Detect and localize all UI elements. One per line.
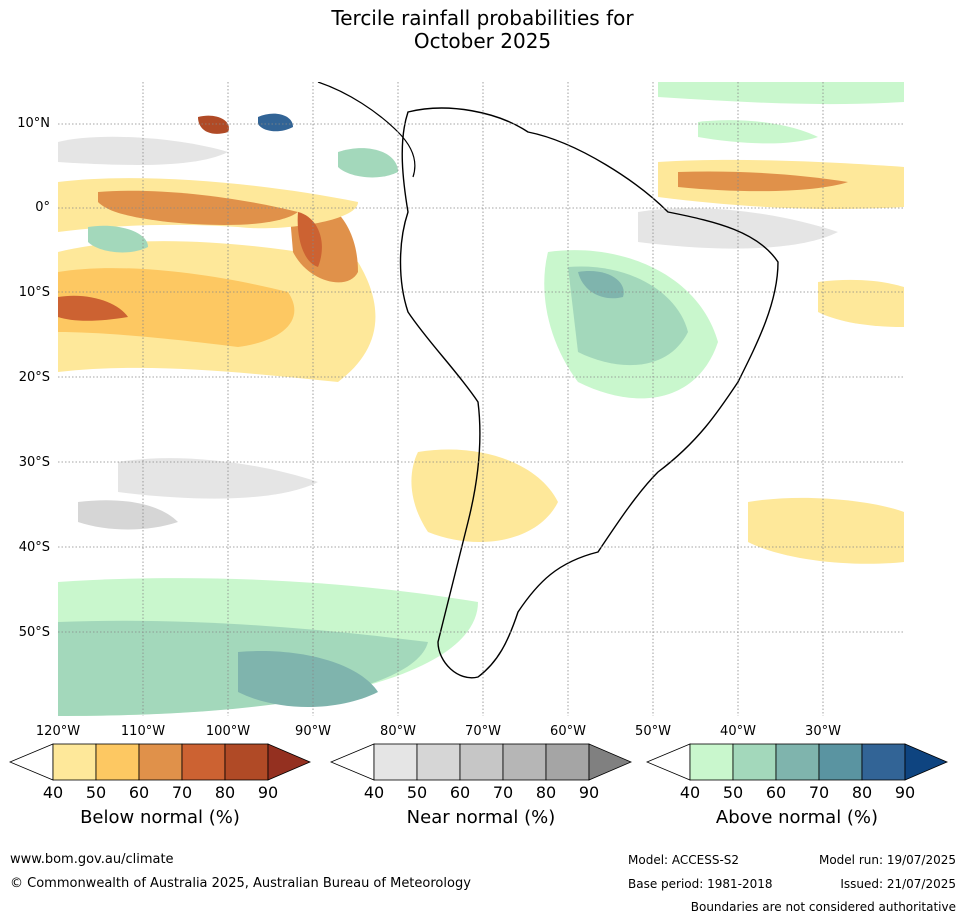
above-normal-area: [258, 113, 293, 132]
colorbar-swatch: [224, 743, 269, 781]
above-normal-colorbar: [646, 743, 948, 781]
colorbar-extend-high: [588, 743, 632, 781]
below-normal-label: Below normal (%): [80, 807, 240, 828]
colorbar-swatch: [181, 743, 226, 781]
below-normal-area: [297, 212, 322, 267]
below-normal-area: [198, 115, 229, 134]
colorbar-swatch: [416, 743, 461, 781]
below-normal-area: [748, 497, 904, 564]
model-run-date: Model run: 19/07/2025: [818, 853, 956, 867]
colorbar-swatch: [732, 743, 777, 781]
colorbar-tick: 70: [171, 783, 193, 802]
below-normal-area: [678, 171, 848, 192]
lon-label: 50°W: [635, 724, 671, 739]
colorbar-swatch: [689, 743, 734, 781]
boundary-disclaimer: Boundaries are not considered authoritat…: [690, 900, 956, 914]
colorbar-tick: 40: [363, 783, 385, 802]
colorbar-tick: 80: [535, 783, 557, 802]
lon-label: 40°W: [720, 724, 756, 739]
lon-label: 70°W: [465, 724, 501, 739]
colorbar-swatch: [545, 743, 590, 781]
colorbar-extend-high: [267, 743, 311, 781]
above-normal-area: [88, 225, 148, 253]
colorbar-tick: 80: [214, 783, 236, 802]
above-normal-area: [238, 651, 378, 707]
lat-label: 40°S: [18, 540, 50, 555]
below-normal-area: [818, 279, 904, 327]
lat-label: 20°S: [18, 370, 50, 385]
near-normal-area: [78, 500, 178, 530]
near-normal-area: [638, 208, 838, 249]
above-normal-area: [578, 271, 624, 299]
issued-date: Issued: 21/07/2025: [840, 877, 956, 891]
lon-label: 100°W: [205, 724, 251, 739]
colorbar-tick: 90: [257, 783, 279, 802]
colorbar-tick: 70: [808, 783, 830, 802]
colorbar-tick: 40: [42, 783, 64, 802]
above-normal-label: Above normal (%): [715, 807, 879, 828]
source-url: www.bom.gov.au/climate: [10, 852, 174, 867]
lon-label: 120°W: [35, 724, 81, 739]
colorbar-tick: 60: [765, 783, 787, 802]
south-america-landmass: [399, 107, 779, 679]
colorbar-tick: 70: [492, 783, 514, 802]
near-normal-colorbar: [330, 743, 632, 781]
above-normal-area: [698, 120, 818, 144]
map-title-line2: October 2025: [413, 29, 552, 53]
colorbar-swatch: [95, 743, 140, 781]
colorbar-swatch: [861, 743, 906, 781]
lat-label: 50°S: [18, 625, 50, 640]
lon-label: 110°W: [120, 724, 166, 739]
colorbar-tick: 80: [851, 783, 873, 802]
lon-label: 90°W: [295, 724, 331, 739]
colorbar-swatch: [373, 743, 418, 781]
lat-label: 30°S: [18, 455, 50, 470]
colorbar-swatch: [818, 743, 863, 781]
colorbar-extend-low: [330, 743, 375, 781]
probability-map: [58, 82, 904, 716]
colorbar-swatch: [459, 743, 504, 781]
colorbar-extend-high: [904, 743, 948, 781]
model-name: Model: ACCESS-S2: [628, 853, 740, 867]
lon-label: 80°W: [380, 724, 416, 739]
colorbar-swatch: [502, 743, 547, 781]
colorbar-swatch: [52, 743, 97, 781]
below-normal-area: [411, 449, 558, 542]
lon-label: 30°W: [805, 724, 841, 739]
colorbar-swatch: [138, 743, 183, 781]
colorbar-extend-low: [646, 743, 691, 781]
colorbar-swatch: [775, 743, 820, 781]
above-normal-area: [658, 82, 904, 105]
colorbar-tick: 50: [722, 783, 744, 802]
base-period: Base period: 1981-2018: [628, 877, 773, 891]
near-normal-label: Near normal (%): [406, 807, 556, 828]
colorbar-tick: 50: [406, 783, 428, 802]
colorbar-tick: 90: [578, 783, 600, 802]
lat-label: 0°: [35, 200, 50, 215]
graticule: [58, 82, 904, 716]
map-canvas: [58, 82, 904, 716]
colorbar-tick: 90: [894, 783, 916, 802]
near-normal-area: [58, 136, 228, 165]
below-normal-area: [58, 295, 128, 321]
lat-label: 10°S: [18, 285, 50, 300]
map-title-line1: Tercile rainfall probabilities for: [331, 6, 634, 30]
lon-label: 60°W: [550, 724, 586, 739]
colorbar-tick: 50: [85, 783, 107, 802]
colorbar-tick: 60: [449, 783, 471, 802]
colorbar-tick: 60: [128, 783, 150, 802]
near-normal-area: [118, 458, 318, 499]
copyright-notice: © Commonwealth of Australia 2025, Austra…: [10, 876, 471, 891]
colorbar-tick: 40: [679, 783, 701, 802]
below-normal-area: [58, 268, 295, 347]
colorbar-extend-low: [9, 743, 54, 781]
lat-label: 10°N: [17, 116, 50, 131]
above-normal-area: [338, 148, 398, 178]
below-normal-colorbar: [9, 743, 311, 781]
